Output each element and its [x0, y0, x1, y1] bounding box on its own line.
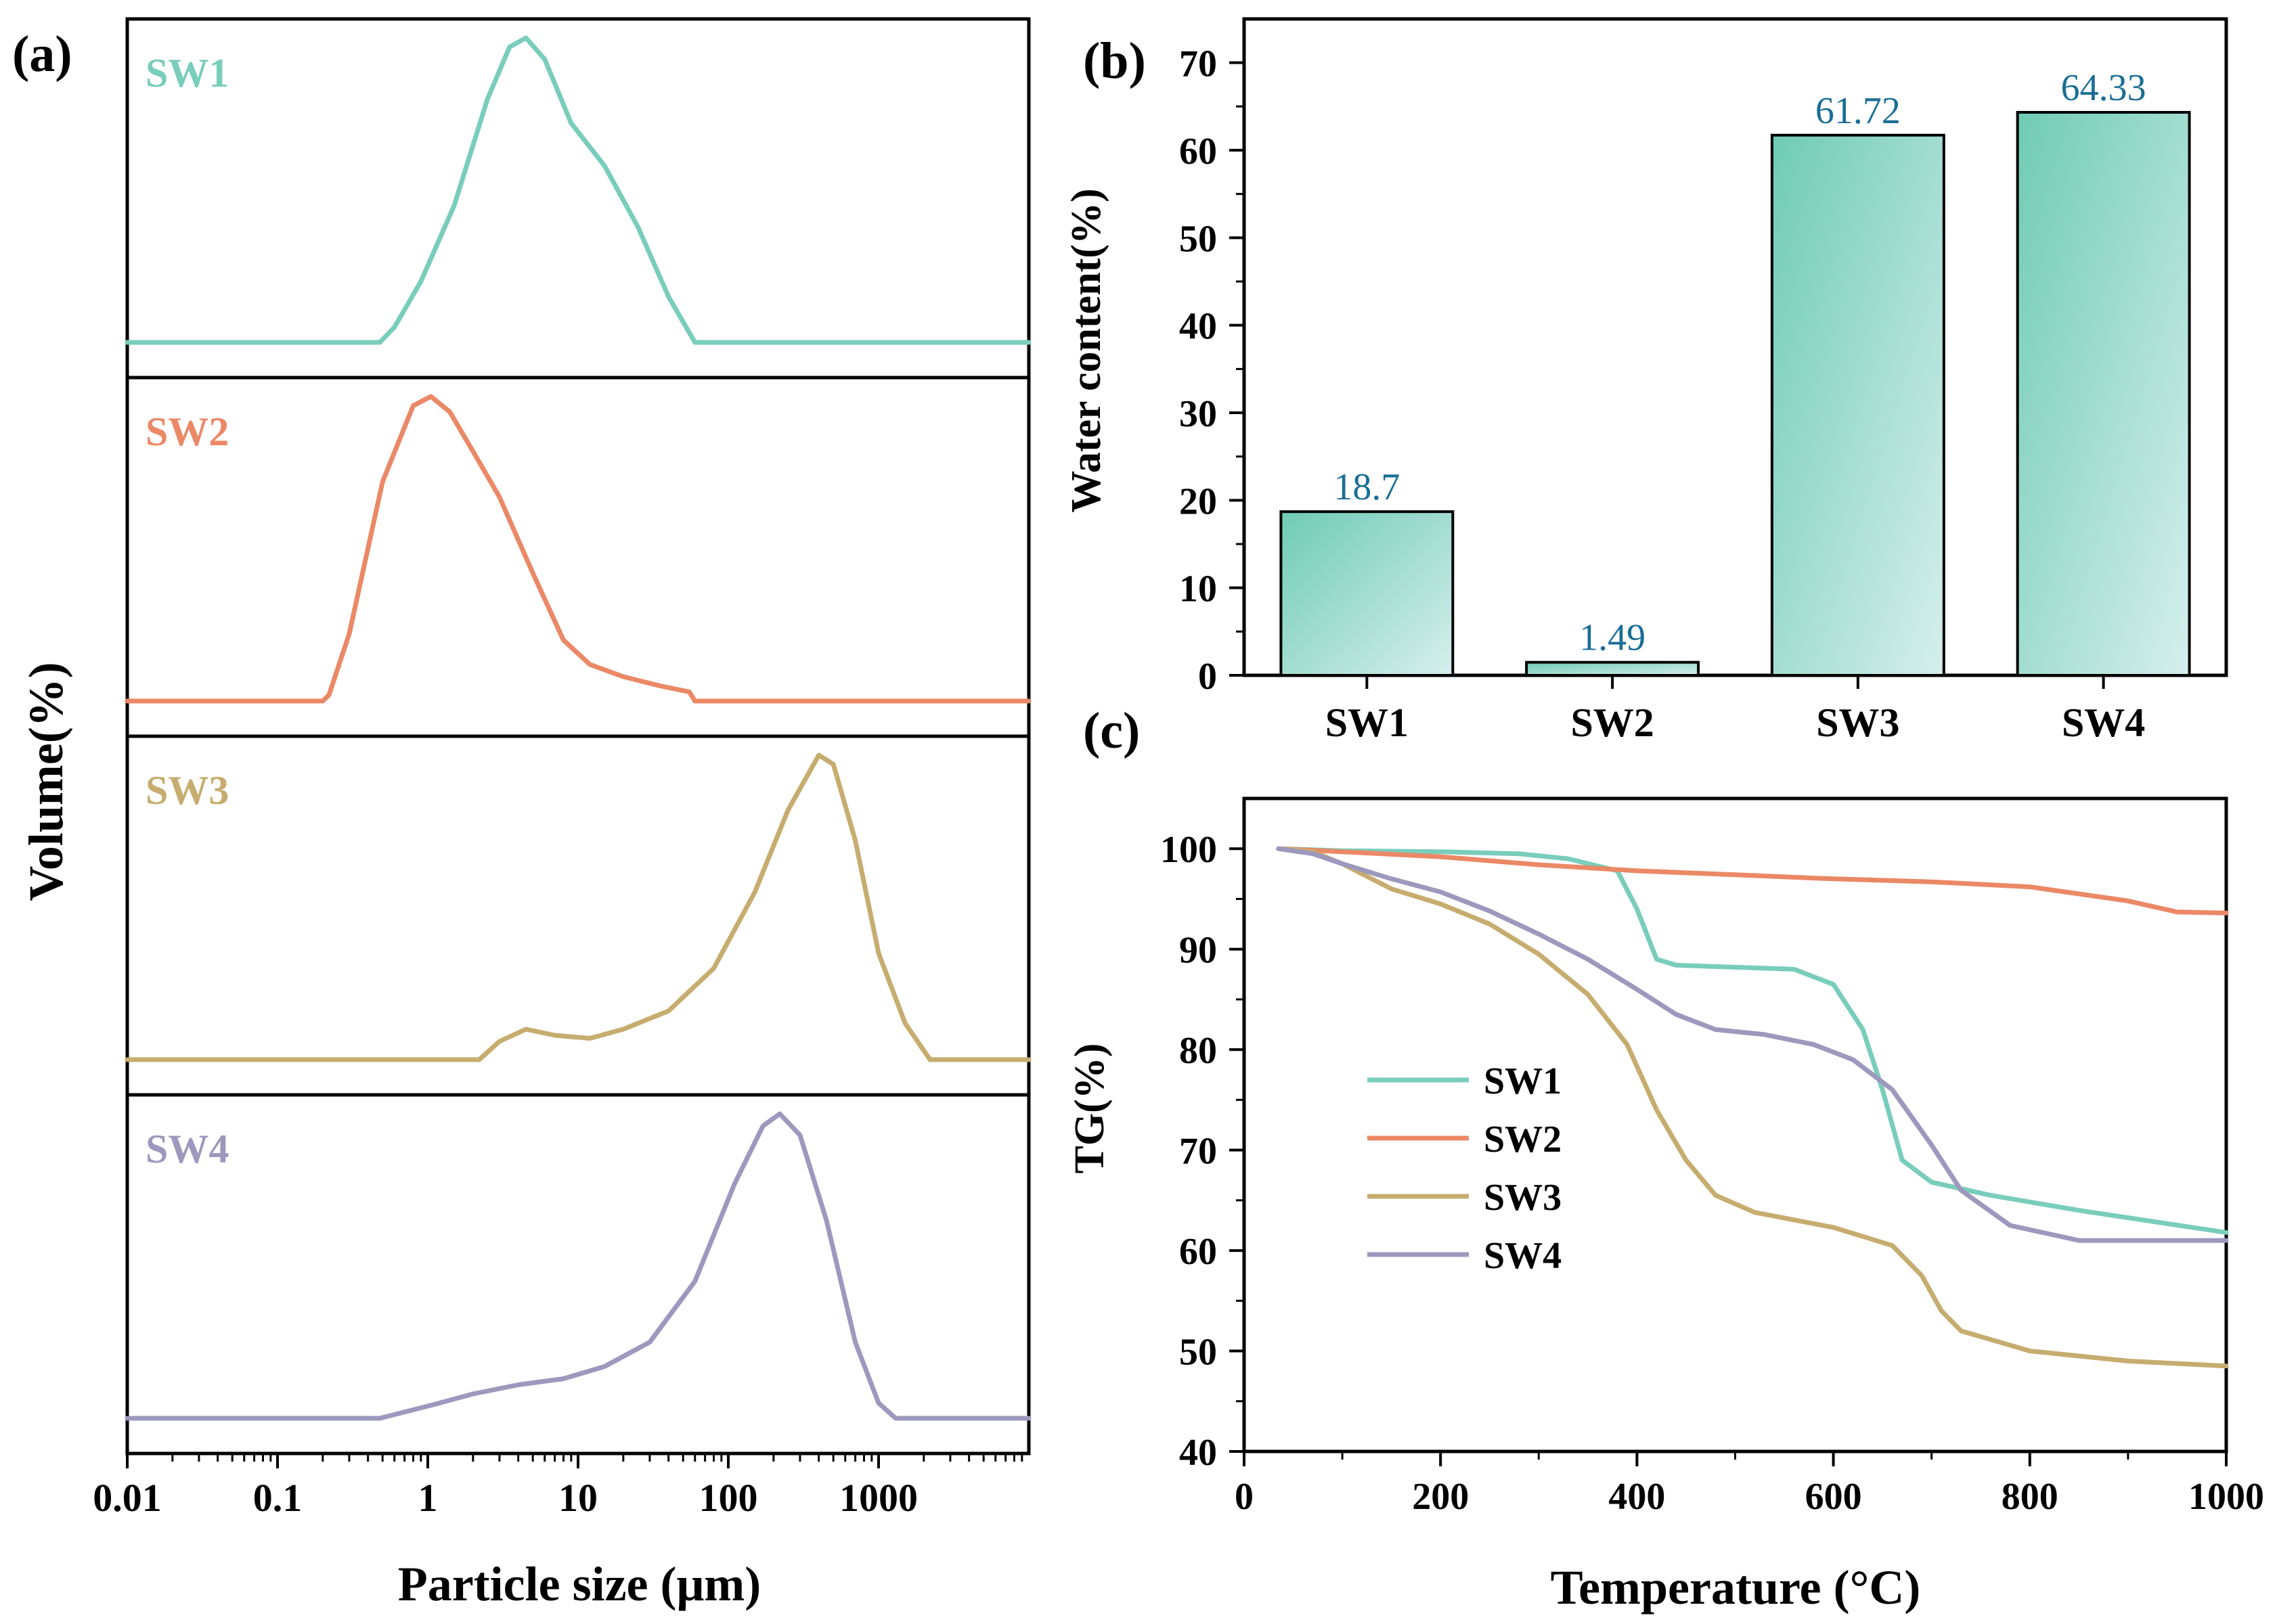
y-tick-label: 60 [1179, 131, 1217, 173]
dist-label-sw3: SW3 [146, 768, 229, 813]
bar-sw2 [1525, 660, 1700, 677]
tg-line-sw3 [1276, 846, 2229, 1369]
bar-value-label-sw2: 1.49 [1579, 617, 1645, 659]
panel-c-legend: SW1 SW2 SW3 SW4 [1367, 1060, 1562, 1277]
y-tick-label: 0 [1198, 656, 1217, 698]
y-tick-label: 90 [1179, 930, 1217, 972]
tg-line-sw4 [1276, 846, 2229, 1243]
x-category-label: SW4 [2062, 700, 2145, 745]
panel-b: (b) Water content(%) 0 10 20 30 40 50 60 70 18.… [1063, 17, 2228, 745]
panel-a-subplots: SW1 SW2 SW3 SW4 [125, 17, 1032, 1456]
y-tick-label: 50 [1179, 1332, 1217, 1374]
y-tick-label: 30 [1179, 393, 1217, 435]
y-tick-label: 100 [1160, 829, 1217, 871]
y-tick-label: 70 [1179, 43, 1217, 85]
x-tick-label: 400 [1608, 1476, 1665, 1518]
panel-c-xlabel: Temperature (°C) [1551, 1560, 1921, 1615]
x-tick-label: 0 [1235, 1476, 1254, 1518]
panel-c: (c) TG(%) Temperature (°C) 40 50 60 70 80 90 1… [1067, 702, 2264, 1615]
panel-a-ylabel: Volume(%) [19, 662, 73, 901]
panel-b-frame [1242, 17, 2228, 677]
x-tick-label: 1000 [839, 1476, 918, 1520]
y-tick-label: 80 [1179, 1030, 1217, 1072]
y-tick-label: 20 [1179, 480, 1217, 522]
subplot-frame-sw2 [125, 376, 1031, 738]
panel-a: (a) Volume(%) Particle size (μm) SW1SW2S… [12, 17, 1032, 1611]
panel-a-label: (a) [12, 26, 72, 83]
panel-b-ylabel: Water content(%) [1063, 188, 1109, 512]
panel-c-label: (c) [1083, 702, 1140, 759]
panel-c-series [1276, 846, 2229, 1369]
legend-label-sw4: SW4 [1484, 1235, 1562, 1277]
legend-label-sw1: SW1 [1484, 1060, 1562, 1102]
tg-line-sw1 [1276, 846, 2229, 1235]
dist-line-sw3 [125, 752, 1032, 1062]
x-category-label: SW3 [1816, 700, 1899, 745]
dist-line-sw4 [125, 1111, 1032, 1421]
bar-value-label-sw3: 61.72 [1815, 90, 1901, 132]
x-tick-label: 1 [418, 1476, 438, 1520]
panel-c-ylabel: TG(%) [1067, 1043, 1113, 1174]
y-tick-label: 10 [1179, 568, 1217, 610]
y-tick-label: 40 [1179, 306, 1217, 348]
x-tick-label: 0.1 [253, 1476, 303, 1520]
bar-value-label-sw4: 64.33 [2061, 67, 2146, 109]
panel-a-x-axis: 0.01 0.1 1 10 100 1000 [93, 1453, 1023, 1520]
bar-sw4 [2016, 110, 2191, 677]
bar-sw3 [1770, 133, 1945, 677]
panel-a-xlabel: Particle size (μm) [398, 1557, 761, 1611]
subplot-frame-sw3 [125, 734, 1031, 1097]
x-tick-label: 1000 [2188, 1476, 2264, 1518]
tg-line-sw2 [1276, 846, 2229, 916]
dist-label-sw1: SW1 [146, 51, 229, 95]
x-tick-label: 0.01 [93, 1476, 162, 1520]
panel-b-axes: 0 10 20 30 40 50 60 70 [1179, 43, 1244, 698]
panel-b-label: (b) [1083, 32, 1146, 89]
y-tick-label: 70 [1179, 1131, 1217, 1173]
x-tick-label: 10 [558, 1476, 598, 1520]
x-tick-label: 200 [1412, 1476, 1469, 1518]
dist-line-sw1 [125, 35, 1032, 345]
subplot-frame-sw1 [125, 17, 1031, 380]
legend-label-sw2: SW2 [1484, 1119, 1562, 1160]
y-tick-label: 40 [1179, 1432, 1217, 1474]
legend-label-sw3: SW3 [1484, 1177, 1562, 1219]
bar-value-label-sw1: 18.7 [1333, 466, 1400, 508]
dist-label-sw2: SW2 [146, 409, 229, 454]
y-tick-label: 60 [1179, 1231, 1217, 1273]
dist-label-sw4: SW4 [146, 1127, 229, 1171]
dist-line-sw2 [125, 394, 1032, 704]
panel-c-frame [1242, 796, 2228, 1453]
x-category-label: SW1 [1325, 700, 1409, 745]
x-tick-label: 800 [2002, 1476, 2058, 1518]
panel-b-bars: 18.7 SW1 1.49 SW2 61.72 SW3 64.33 SW4 [1279, 67, 2191, 745]
subplot-frame-sw4 [125, 1093, 1031, 1456]
x-category-label: SW2 [1570, 700, 1654, 745]
x-tick-label: 600 [1805, 1476, 1862, 1518]
y-tick-label: 50 [1179, 218, 1217, 260]
bar-sw1 [1279, 510, 1455, 677]
x-tick-label: 100 [699, 1476, 758, 1520]
